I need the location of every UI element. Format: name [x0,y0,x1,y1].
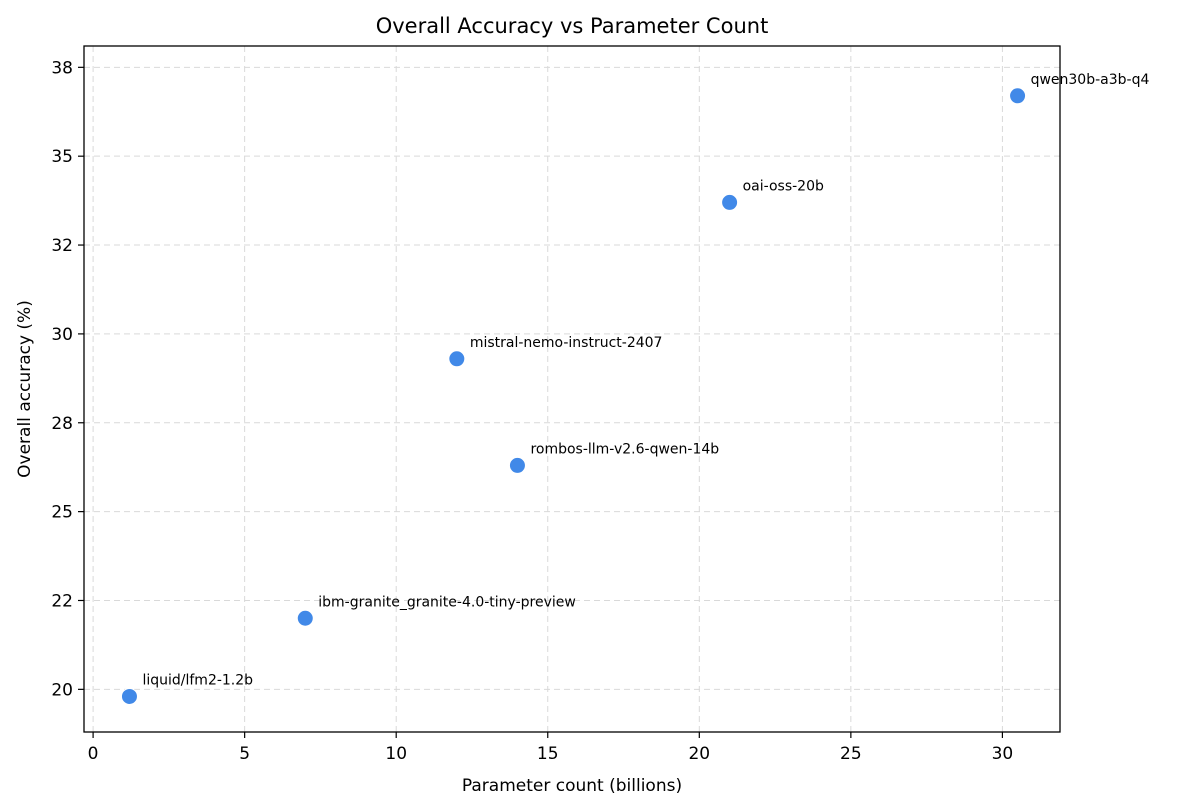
data-point [448,350,466,368]
data-point-label: oai-oss-20b [743,178,824,194]
y-tick-label: 32 [51,236,73,256]
x-tick-label: 5 [239,744,250,764]
data-point [721,193,739,211]
axis-ticks: 0 5 10 15 20 25 30 20 22 25 28 30 32 35 38 [51,58,1013,764]
data-point [1009,87,1027,105]
x-tick-label: 30 [992,744,1014,764]
data-point-label: liquid/lfm2-1.2b [142,672,253,688]
y-tick-label: 28 [51,414,73,434]
chart-title: Overall Accuracy vs Parameter Count [376,14,769,38]
data-point [508,456,526,474]
x-tick-label: 15 [537,744,559,764]
x-axis-label: Parameter count (billions) [462,776,682,796]
y-tick-label: 25 [51,503,73,523]
y-tick-label: 38 [51,58,73,78]
y-tick-label: 30 [51,325,73,345]
x-tick-label: 20 [688,744,710,764]
data-points: liquid/lfm2-1.2b ibm-granite_granite-4.0-… [120,72,1150,705]
plot-frame [83,45,1061,733]
y-axis-label: Overall accuracy (%) [15,300,35,478]
data-point [120,687,138,705]
y-tick-label: 22 [51,591,73,611]
y-tick-label: 20 [51,680,73,700]
data-point-label: ibm-granite_granite-4.0-tiny-preview [318,594,576,610]
y-tick-label: 35 [51,147,73,167]
x-tick-label: 25 [840,744,862,764]
data-point-label: mistral-nemo-instruct-2407 [470,335,663,351]
data-point [296,609,314,627]
grid [84,46,1060,732]
data-point-label: rombos-llm-v2.6-qwen-14b [530,441,719,457]
x-tick-label: 10 [385,744,407,764]
x-tick-label: 0 [88,744,99,764]
data-point-label: qwen30b-a3b-q4 [1031,72,1150,88]
